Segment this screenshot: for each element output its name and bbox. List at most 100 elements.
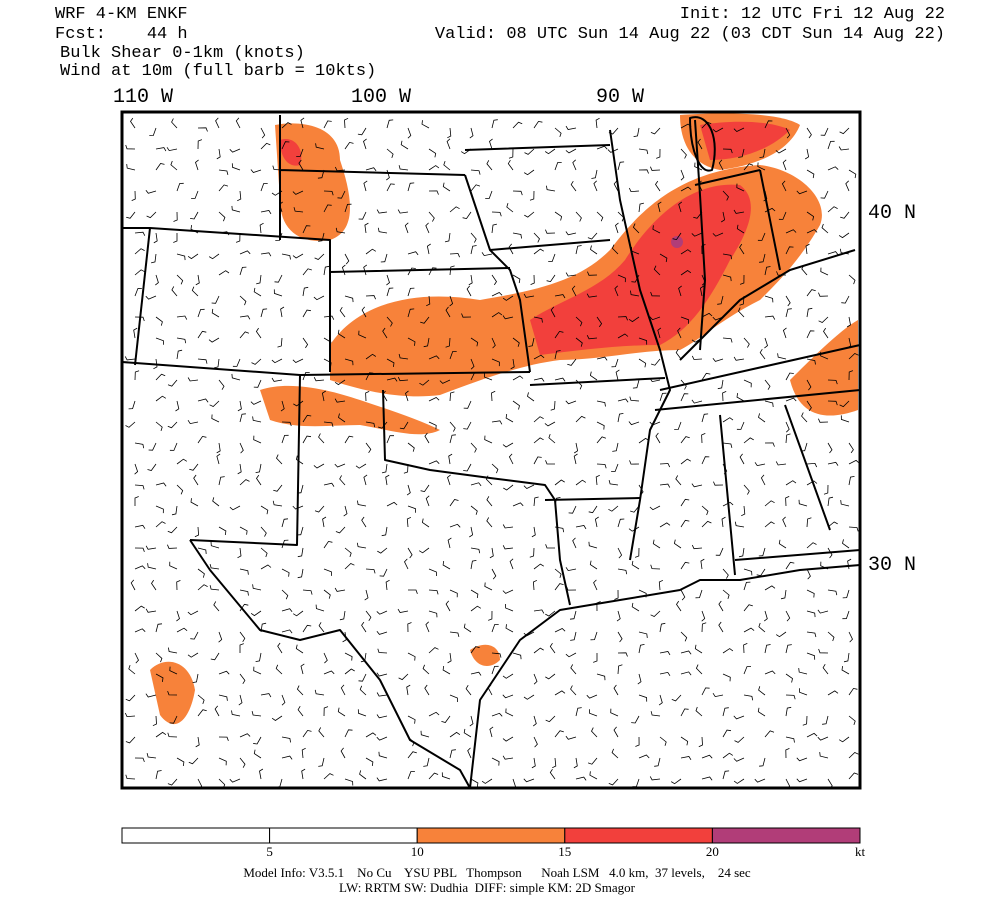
wind-barb [448, 453, 453, 465]
wind-barb [588, 541, 598, 549]
wind-barb [764, 585, 776, 591]
wind-barb [528, 337, 535, 347]
wind-barb [357, 500, 367, 507]
wind-barb [449, 295, 454, 307]
wind-barb [544, 421, 556, 427]
wind-barb [271, 715, 283, 721]
wind-barb [218, 270, 230, 276]
wind-barb [680, 379, 687, 390]
wind-barb [631, 560, 640, 570]
wind-barb [738, 547, 745, 558]
wind-barb [775, 631, 787, 638]
wind-barb [554, 730, 564, 738]
wind-barb [271, 358, 283, 364]
wind-barb [733, 209, 745, 214]
wind-barb [764, 400, 774, 408]
wind-barb [659, 463, 671, 468]
wind-barb [318, 622, 325, 633]
wind-barb [739, 243, 745, 255]
wind-barb [407, 771, 415, 780]
wind-barb [292, 358, 304, 363]
wind-barb [237, 400, 242, 412]
wind-barb [759, 757, 766, 767]
wind-barb [680, 148, 687, 159]
wind-barb [239, 733, 251, 738]
wind-barb [297, 705, 304, 717]
wind-barb [491, 624, 499, 633]
wind-barb [449, 206, 460, 213]
wind-barb [376, 714, 388, 719]
wind-barb [343, 505, 348, 517]
wind-barb [510, 358, 515, 370]
wind-barb [425, 621, 430, 633]
wind-barb [344, 668, 355, 675]
wind-barb [533, 736, 538, 748]
wind-barb [323, 568, 332, 576]
wind-barb [124, 712, 136, 718]
wind-barb [722, 442, 733, 448]
wind-barb [449, 391, 455, 402]
wind-barb [718, 159, 724, 171]
wind-barb [568, 505, 577, 514]
wind-barb [722, 391, 727, 402]
wind-barb [491, 337, 496, 349]
model-title: WRF 4-KM ENKF [55, 5, 188, 24]
wind-barb [365, 167, 377, 172]
wind-barb [300, 117, 305, 129]
wind-barb [145, 608, 157, 613]
wind-barb [544, 148, 556, 155]
wind-barb [386, 287, 394, 297]
wind-barb [842, 539, 850, 549]
wind-barb [691, 483, 703, 488]
wind-barb [630, 290, 640, 297]
wind-barb [134, 269, 145, 276]
wind-barb [650, 166, 661, 171]
wind-barb [421, 518, 430, 528]
wind-barb [344, 563, 355, 570]
wind-barb [699, 285, 704, 297]
wind-barb [827, 140, 835, 150]
wind-barb [617, 316, 628, 321]
wind-barb [491, 757, 500, 766]
wind-barb [134, 463, 139, 475]
wind-barb [302, 589, 313, 595]
wind-barb [386, 119, 394, 129]
wind-barb [334, 379, 346, 386]
wind-barb [841, 295, 850, 304]
wind-barb [169, 561, 178, 570]
wind-barb [531, 757, 536, 769]
wind-barb [423, 757, 430, 767]
wind-barb [611, 463, 619, 472]
wind-barb [237, 547, 242, 559]
wind-barb [218, 757, 227, 766]
wind-barb [443, 160, 451, 171]
wind-barb [545, 229, 556, 234]
wind-barb [655, 180, 661, 192]
wind-barb [470, 778, 479, 788]
wind-barb [806, 610, 816, 618]
wind-barb [596, 421, 605, 430]
wind-barb [445, 600, 451, 612]
wind-barb [738, 307, 745, 318]
wind-barb [155, 316, 163, 326]
wind-barb [195, 159, 199, 171]
wind-barb [782, 516, 787, 528]
wind-barb [695, 589, 703, 599]
wind-barb [649, 505, 661, 511]
wind-barb [365, 421, 376, 428]
wind-barb [806, 379, 812, 391]
wind-barb [827, 496, 834, 507]
wind-barb [442, 560, 451, 570]
wind-barb [407, 308, 415, 318]
wind-barb [187, 253, 199, 260]
wind-barb [565, 567, 577, 572]
wind-barb [586, 694, 598, 699]
wind-barb [806, 127, 812, 139]
border [329, 174, 531, 373]
wind-barb [277, 642, 283, 654]
wind-barb [386, 274, 390, 286]
wind-barb [399, 421, 409, 430]
wind-barb [764, 379, 771, 390]
wind-barb [260, 505, 269, 515]
wind-barb [759, 348, 766, 360]
